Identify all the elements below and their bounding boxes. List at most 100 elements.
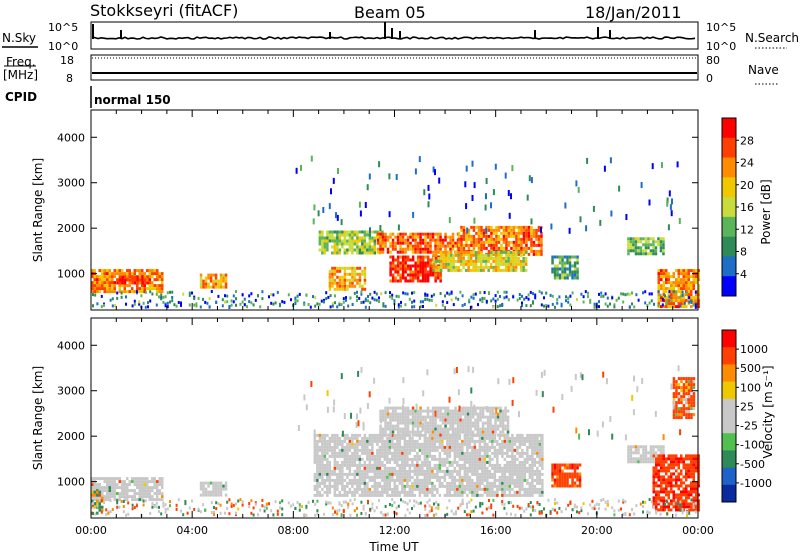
cell	[108, 480, 111, 484]
cell	[321, 454, 324, 458]
cell	[532, 231, 536, 235]
cell	[111, 290, 114, 294]
cell	[474, 421, 477, 425]
cell	[531, 466, 534, 470]
cell	[151, 281, 154, 285]
cell	[533, 490, 537, 494]
cell	[328, 281, 332, 285]
cell	[432, 259, 435, 263]
cell	[644, 240, 648, 244]
cell	[632, 457, 635, 461]
cell	[341, 460, 344, 464]
cell	[398, 454, 402, 458]
cell	[103, 272, 106, 276]
cell	[346, 239, 349, 243]
cell	[364, 305, 367, 309]
cell	[356, 439, 359, 443]
cell	[466, 227, 469, 234]
cell	[470, 240, 473, 244]
cell	[657, 284, 660, 288]
cell	[416, 454, 419, 458]
cell	[541, 481, 544, 485]
cell	[469, 253, 473, 257]
cell	[649, 454, 653, 458]
cell	[421, 466, 424, 470]
cell	[642, 243, 645, 247]
cell	[371, 236, 374, 240]
cell	[627, 457, 630, 461]
cell	[161, 287, 164, 291]
cell	[396, 424, 400, 428]
cell	[161, 492, 164, 496]
cell	[558, 267, 562, 271]
cell	[471, 472, 474, 476]
cell	[388, 484, 392, 488]
cell	[312, 218, 315, 225]
cell	[351, 266, 354, 270]
cell	[507, 259, 510, 263]
cell	[358, 275, 362, 279]
cell	[501, 445, 504, 449]
cell	[146, 281, 149, 285]
cell	[446, 451, 449, 455]
cell	[342, 300, 345, 304]
cell	[426, 241, 430, 245]
cell	[433, 448, 437, 452]
cell	[441, 445, 444, 449]
cell	[454, 421, 457, 425]
cell	[318, 481, 322, 485]
cell	[526, 478, 529, 482]
cell	[103, 290, 106, 294]
cell	[483, 448, 487, 452]
cell	[506, 454, 509, 458]
cell	[533, 469, 537, 473]
cell	[629, 454, 633, 458]
cell	[617, 296, 620, 300]
cell	[475, 243, 478, 247]
cell	[652, 496, 655, 500]
cell	[177, 301, 180, 304]
cell	[114, 304, 116, 308]
cell	[442, 262, 445, 266]
cell	[576, 261, 579, 265]
cell	[336, 251, 339, 255]
cell	[460, 234, 463, 238]
cell	[361, 272, 364, 276]
cell	[451, 409, 455, 413]
cell	[540, 234, 543, 238]
cell	[639, 249, 643, 253]
cell	[321, 469, 324, 473]
cell	[687, 490, 690, 494]
cell	[493, 493, 497, 497]
cell	[692, 287, 695, 291]
cell	[373, 245, 377, 249]
cell	[393, 448, 397, 452]
cell	[446, 439, 449, 443]
cell	[96, 477, 99, 481]
cell	[336, 484, 339, 488]
cell	[652, 454, 655, 458]
cell	[692, 298, 695, 302]
cell	[568, 472, 572, 476]
cell	[667, 302, 670, 306]
cell	[682, 296, 685, 300]
cell	[517, 246, 521, 250]
cell	[416, 451, 419, 455]
cell	[414, 412, 417, 416]
cell	[406, 247, 410, 251]
cell	[486, 442, 489, 446]
cell	[556, 472, 559, 476]
cell	[441, 418, 445, 422]
cell	[381, 230, 384, 234]
cell	[356, 457, 359, 461]
cell	[391, 430, 395, 434]
cell	[373, 454, 377, 458]
cell	[507, 262, 510, 266]
cell	[518, 487, 522, 491]
nsky-tick-top: 10^5	[48, 21, 78, 34]
cell	[414, 264, 417, 268]
cell	[655, 475, 658, 479]
cell	[123, 486, 126, 490]
cell	[413, 454, 417, 458]
cell	[396, 258, 400, 262]
